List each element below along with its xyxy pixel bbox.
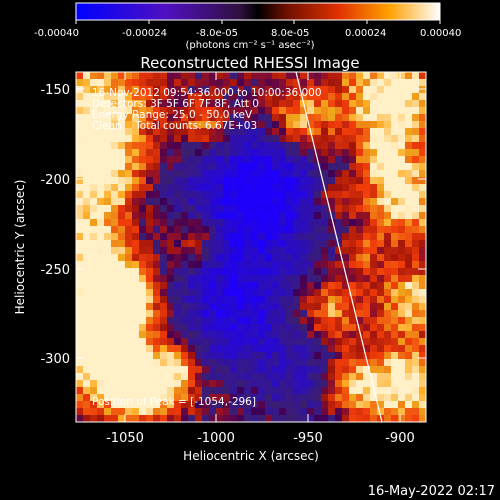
x-tick-label: -950: [293, 431, 323, 446]
colorbar-tick-label: -0.00040: [34, 28, 79, 39]
x-tick-label: -1000: [197, 431, 235, 446]
image-title: Reconstructed RHESSI Image: [140, 54, 359, 72]
x-tick-label: -900: [385, 431, 415, 446]
colorbar: -0.00040 -0.00024 -8.0e-05 8.0e-05 0.000…: [34, 2, 461, 51]
y-tick-label: -150: [40, 83, 70, 98]
colorbar-tick-label: 0.00024: [345, 28, 386, 39]
colorbar-tick-label: 8.0e-05: [271, 28, 309, 39]
y-tick-label: -250: [40, 263, 70, 278]
y-tick-label: -200: [40, 173, 70, 188]
colorbar-tick-label: 0.00040: [420, 28, 461, 39]
overlay-time-range: 16-Nov-2012 09:54:36.000 to 10:00:36.000: [92, 87, 322, 99]
plot-frame: [75, 71, 427, 423]
y-tick-label: -300: [40, 352, 70, 367]
x-tick-label: -1050: [106, 431, 144, 446]
overlay-detectors: Detectors: 3F 5F 6F 7F 8F, Att 0: [92, 98, 259, 110]
x-axis-label: Heliocentric X (arcsec): [183, 449, 319, 463]
overlay-clean-counts: Clean Total counts: 6.67E+03: [92, 120, 258, 132]
solar-image: [76, 72, 426, 422]
solar-limb-line: [295, 72, 383, 422]
colorbar-tick-label: -0.00024: [122, 28, 167, 39]
colorbar-gradient: [75, 2, 441, 21]
overlay-energy-range: Energy Range: 25.0 - 50.0 keV: [92, 109, 253, 121]
colorbar-tick-label: -8.0e-05: [196, 28, 238, 39]
footer-timestamp: 16-May-2022 02:17: [368, 484, 495, 499]
peak-position-label: Position of Peak = [-1054,-296]: [92, 396, 256, 408]
y-axis-label: Heliocentric Y (arcsec): [13, 180, 27, 315]
colorbar-unit-label: (photons cm⁻² s⁻¹ asec⁻²): [185, 40, 314, 51]
